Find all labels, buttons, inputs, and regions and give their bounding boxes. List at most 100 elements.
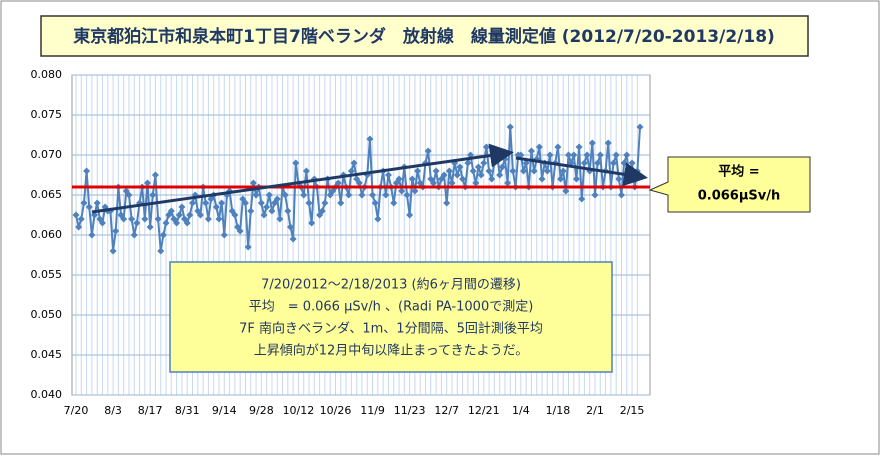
data-point	[151, 171, 159, 179]
data-point	[173, 219, 181, 227]
data-point	[557, 175, 565, 183]
data-point	[231, 211, 239, 219]
trend-arrows	[91, 143, 648, 214]
data-point	[236, 227, 244, 235]
data-point	[411, 187, 419, 195]
data-point	[305, 199, 313, 207]
average-label: 0.066μSv/h	[698, 189, 781, 204]
data-point	[543, 167, 551, 175]
data-point	[88, 231, 96, 239]
trend-arrow	[515, 156, 648, 187]
data-point	[535, 143, 543, 151]
data-point	[281, 191, 289, 199]
data-point	[414, 167, 422, 175]
note-line: 7/20/2012～2/18/2013 (約6ヶ月間の遷移)	[261, 278, 521, 293]
data-point	[445, 167, 453, 175]
data-point	[617, 191, 625, 199]
data-point	[244, 243, 252, 251]
x-tick-label: 2/15	[620, 404, 645, 417]
y-tick-label: 0.050	[31, 308, 63, 321]
data-point	[196, 211, 204, 219]
data-point	[292, 159, 300, 167]
data-point	[390, 199, 398, 207]
data-point	[284, 207, 292, 215]
data-point	[382, 191, 390, 199]
data-point	[218, 199, 226, 207]
data-point	[289, 235, 297, 243]
note-line: 上昇傾向が12月中旬以降止まってきたようだ。	[254, 343, 529, 359]
data-point	[350, 159, 358, 167]
data-point	[559, 167, 567, 175]
data-point	[189, 199, 197, 207]
trend-arrow	[91, 143, 514, 214]
note-box	[169, 261, 613, 373]
y-tick-label: 0.045	[31, 348, 63, 361]
data-point	[591, 191, 599, 199]
data-point	[527, 147, 535, 155]
data-point	[85, 203, 93, 211]
data-point	[334, 179, 342, 187]
data-point	[321, 199, 329, 207]
x-tick-label: 11/9	[360, 404, 385, 417]
data-point	[162, 219, 170, 227]
data-point	[506, 123, 514, 131]
x-tick-label: 12/21	[468, 404, 500, 417]
data-point	[83, 167, 91, 175]
data-point	[130, 231, 138, 239]
y-tick-label: 0.065	[31, 188, 63, 201]
data-point	[432, 167, 440, 175]
data-point	[133, 219, 141, 227]
y-tick-label: 0.060	[31, 228, 63, 241]
data-point	[408, 175, 416, 183]
data-point	[80, 199, 88, 207]
data-point	[384, 171, 392, 179]
chart-title: 東京都狛江市和泉本町1丁目7階ベランダ 放射線 線量測定値 (2012/7/20…	[73, 26, 775, 47]
data-point	[178, 203, 186, 211]
data-point	[615, 175, 623, 183]
data-point	[546, 151, 554, 159]
data-point	[125, 191, 133, 199]
x-tick-label: 9/14	[212, 404, 237, 417]
data-point	[594, 159, 602, 167]
data-point	[154, 215, 162, 223]
data-point	[496, 171, 504, 179]
data-point	[610, 159, 618, 167]
data-point	[485, 167, 493, 175]
data-point	[276, 215, 284, 223]
data-point	[429, 179, 437, 187]
x-tick-label: 8/3	[104, 404, 122, 417]
data-point	[355, 179, 363, 187]
x-tick-label: 8/17	[138, 404, 163, 417]
data-point	[247, 207, 255, 215]
data-point	[72, 211, 80, 219]
x-tick-label: 1/18	[546, 404, 571, 417]
data-point	[578, 195, 586, 203]
data-point	[509, 167, 517, 175]
data-point	[424, 147, 432, 155]
data-point	[443, 199, 451, 207]
data-point	[358, 191, 366, 199]
data-point	[215, 215, 223, 223]
data-point	[580, 159, 588, 167]
data-point	[477, 171, 485, 179]
y-tick-label: 0.070	[31, 148, 63, 161]
data-point	[469, 167, 477, 175]
data-point	[112, 227, 120, 235]
data-point	[347, 167, 355, 175]
data-point	[406, 211, 414, 219]
data-point	[366, 135, 374, 143]
data-point	[570, 151, 578, 159]
data-point	[143, 179, 151, 187]
data-point	[175, 211, 183, 219]
data-point	[398, 187, 406, 195]
data-point	[472, 179, 480, 187]
data-point	[440, 171, 448, 179]
data-point	[583, 151, 591, 159]
data-point	[157, 247, 165, 255]
data-point	[186, 211, 194, 219]
data-point	[241, 199, 249, 207]
data-point	[371, 199, 379, 207]
data-point	[572, 175, 580, 183]
data-point	[504, 179, 512, 187]
title-box	[40, 15, 809, 57]
